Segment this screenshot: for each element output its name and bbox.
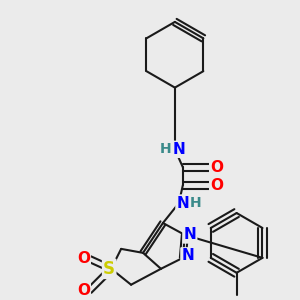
Text: N: N — [172, 142, 185, 157]
Text: O: O — [210, 160, 223, 175]
Text: S: S — [103, 260, 115, 278]
Text: O: O — [77, 251, 90, 266]
Text: O: O — [77, 283, 90, 298]
Text: N: N — [183, 227, 196, 242]
Text: N: N — [176, 196, 189, 211]
Text: N: N — [182, 248, 194, 263]
Text: H: H — [190, 196, 202, 210]
Text: O: O — [210, 178, 223, 193]
Text: H: H — [160, 142, 172, 156]
